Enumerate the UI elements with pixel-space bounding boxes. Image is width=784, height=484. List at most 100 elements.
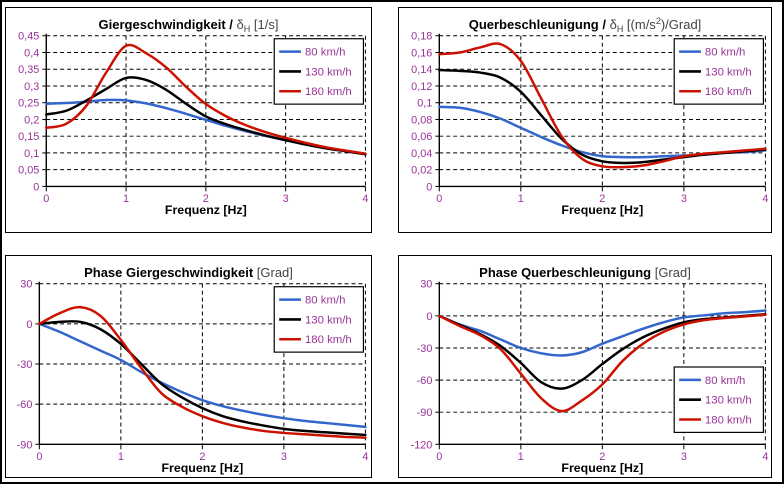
legend: 80 km/h 130 km/h 180 km/h <box>273 286 365 353</box>
legend: 80 km/h 130 km/h 180 km/h <box>273 38 365 105</box>
x-tick-label: 2 <box>199 451 205 463</box>
chart-title: Querbeschleunigung / δH [(m/s2)/Grad] <box>399 13 771 37</box>
x-tick-label: 1 <box>518 451 524 463</box>
legend-label: 180 km/h <box>305 86 352 98</box>
x-tick-label: 1 <box>518 193 524 205</box>
x-tick-label: 2 <box>599 451 605 463</box>
title-text: Querbeschleunigung / <box>468 17 610 32</box>
x-tick-label: 3 <box>681 451 687 463</box>
y-tick-label: 0,12 <box>411 81 432 93</box>
x-tick-label: 3 <box>281 451 287 463</box>
y-tick-label: -30 <box>417 343 433 355</box>
chart-panel-yaw-rate-gain: Giergeschwindigkeit / δH [1/s] 0,45 0,4 0,… <box>5 7 372 233</box>
series-line-80-km-h <box>438 309 767 357</box>
x-tick-label: 0 <box>43 193 49 205</box>
y-tick-label: 0,2 <box>24 114 39 126</box>
legend-label: 180 km/h <box>705 414 752 426</box>
series-line-180-km-h <box>38 305 367 439</box>
x-tick-label: 3 <box>283 193 289 205</box>
chart-panel-yaw-rate-phase: Phase Giergeschwindigkeit [Grad] 30 0 -30 -… <box>5 255 372 478</box>
title-unit: [1/s] <box>250 17 279 32</box>
y-tick-label: 0,1 <box>417 98 432 110</box>
y-tick-label: -90 <box>417 407 433 419</box>
x-tick-label: 4 <box>362 451 368 463</box>
y-tick-label: 0,16 <box>411 47 432 59</box>
x-tick-label: 2 <box>599 193 605 205</box>
legend-label: 80 km/h <box>305 47 345 59</box>
delta-symbol: δ <box>236 17 244 32</box>
x-tick-label: 4 <box>762 451 768 463</box>
y-tick-label: 0,3 <box>24 81 39 93</box>
legend: 80 km/h 130 km/h 180 km/h <box>673 38 765 105</box>
y-tick-label: 0,4 <box>24 47 39 59</box>
x-tick-label: 0 <box>436 193 442 205</box>
chart-panel-lateral-accel-gain: Querbeschleunigung / δH [(m/s2)/Grad] 0,… <box>398 7 772 233</box>
chart-title: Phase Giergeschwindigkeit [Grad] <box>6 261 371 285</box>
title-subscript: H <box>243 24 251 34</box>
x-tick-label: 0 <box>436 451 442 463</box>
x-tick-label: 3 <box>681 193 687 205</box>
y-tick-label: 0,25 <box>18 98 39 110</box>
title-text: Phase Giergeschwindigkeit <box>84 265 254 280</box>
y-tick-label: 0,02 <box>411 165 432 177</box>
legend-label: 130 km/h <box>305 66 352 78</box>
y-tick-label: 0,14 <box>411 64 432 76</box>
y-tick-label: 30 <box>20 279 32 291</box>
title-unit: [Grad] <box>253 265 293 280</box>
x-tick-label: 4 <box>362 193 368 205</box>
x-tick-label: 4 <box>762 193 768 205</box>
series-line-180-km-h <box>438 313 767 413</box>
x-tick-label: 1 <box>123 193 129 205</box>
y-tick-label: 0,05 <box>18 165 39 177</box>
y-tick-label: 0 <box>426 181 432 193</box>
y-tick-label: 30 <box>420 279 432 291</box>
yaw-rate-gain-chart: 0,45 0,4 0,35 0,3 0,25 0,2 0,15 0,1 0,05 00 1 2 3 4 Fr… <box>18 31 368 217</box>
y-tick-label: 0 <box>426 311 432 323</box>
y-tick-label: 0,15 <box>18 131 39 143</box>
title-superscript: 2 <box>655 16 661 26</box>
x-axis-title: Frequenz [Hz] <box>561 203 643 217</box>
y-tick-label: 0,18 <box>411 31 432 43</box>
legend-label: 130 km/h <box>705 395 752 407</box>
title-unit: [(m/s <box>623 17 656 32</box>
y-tick-label: -60 <box>417 375 433 387</box>
series-line-180-km-h <box>438 42 767 169</box>
y-tick-label: 0 <box>33 181 39 193</box>
legend-label: 130 km/h <box>705 66 752 78</box>
title-unit: [Grad] <box>651 265 691 280</box>
x-axis-title: Frequenz [Hz] <box>165 203 247 217</box>
legend-label: 80 km/h <box>305 295 345 307</box>
series-line-80-km-h <box>38 322 367 429</box>
y-tick-label: -120 <box>411 439 433 451</box>
legend-box <box>673 38 765 105</box>
y-tick-label: -60 <box>17 399 33 411</box>
x-tick-label: 0 <box>36 451 42 463</box>
y-tick-label: 0,45 <box>18 31 39 43</box>
y-tick-label: 0,06 <box>411 131 432 143</box>
legend-label: 180 km/h <box>305 334 352 346</box>
chart-panel-lateral-accel-phase: Phase Querbeschleunigung [Grad] 30 0 -30 -6… <box>398 255 772 478</box>
lateral-accel-gain-chart: 0,18 0,16 0,14 0,12 0,1 0,08 0,06 0,04 0,02 00 1 2 3… <box>411 31 768 217</box>
series-line-130-km-h <box>45 76 367 156</box>
y-tick-label: 0,1 <box>24 148 39 160</box>
x-tick-label: 2 <box>203 193 209 205</box>
legend-label: 80 km/h <box>705 47 745 59</box>
y-tick-label: -90 <box>17 439 33 451</box>
y-tick-label: 0,08 <box>411 114 432 126</box>
series-line-180-km-h <box>45 43 367 155</box>
legend-label: 80 km/h <box>705 375 745 387</box>
y-tick-label: 0,04 <box>411 148 432 160</box>
plot-area: 0,18 0,16 0,14 0,12 0,1 0,08 0,06 0,04 0,02 00 1 2 3… <box>411 31 768 217</box>
legend: 80 km/h 130 km/h 180 km/h <box>673 366 764 433</box>
plot-area: 0,45 0,4 0,35 0,3 0,25 0,2 0,15 0,1 0,05 00 1 2 3 4 Fr… <box>18 31 368 217</box>
y-tick-label: -30 <box>17 359 33 371</box>
chart-title: Giergeschwindigkeit / δH [1/s] <box>6 13 371 37</box>
y-tick-label: 0,35 <box>18 64 39 76</box>
x-tick-label: 1 <box>118 451 124 463</box>
title-subscript: H <box>616 24 624 34</box>
